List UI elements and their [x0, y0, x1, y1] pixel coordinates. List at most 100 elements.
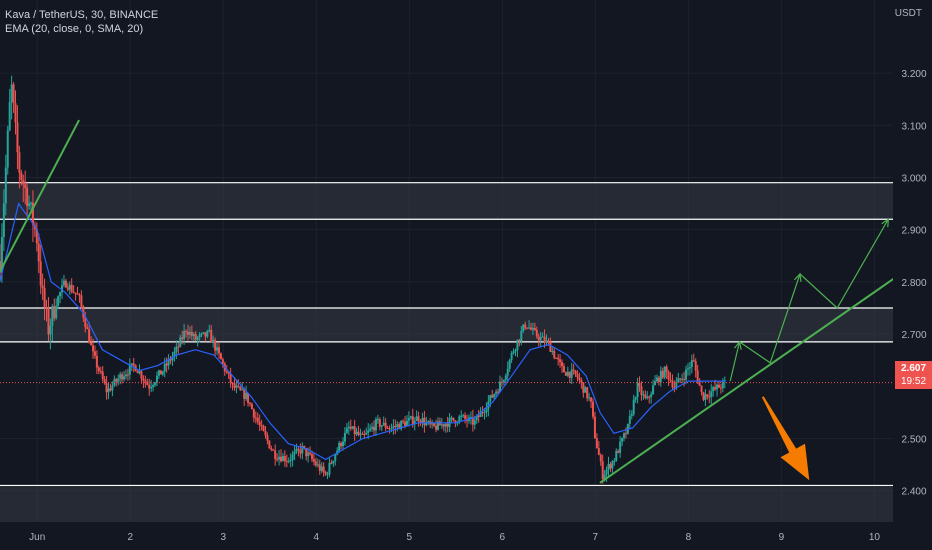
candle-body [698, 381, 701, 386]
candle-body [342, 441, 345, 447]
candle-body [702, 392, 705, 400]
bearish-arrow [761, 396, 810, 481]
candle-body [10, 84, 13, 103]
candle-body [669, 379, 672, 381]
candle-body [260, 425, 263, 427]
candle-body [256, 417, 259, 422]
time-tick-label: 9 [779, 532, 785, 543]
time-tick-label: 8 [686, 532, 692, 543]
candle-body [70, 284, 73, 292]
candle-body [686, 368, 689, 370]
candle-body [229, 373, 232, 383]
candle-body [142, 378, 145, 381]
candle-body [590, 397, 593, 402]
candle-body [584, 387, 587, 393]
candle-body [309, 452, 312, 455]
projection-arrowhead [733, 340, 742, 350]
candle-body [204, 332, 207, 337]
candle-body [677, 378, 680, 383]
candle-body [580, 380, 583, 383]
candle-body [268, 440, 271, 449]
candle-body [328, 462, 331, 475]
candle-body [206, 331, 209, 337]
candle-body [0, 261, 1, 273]
candle-body [716, 384, 719, 390]
candle-body [607, 463, 610, 470]
candle-body [171, 356, 174, 361]
candle-body [601, 461, 604, 480]
candle-body [198, 334, 201, 338]
candle-body [78, 294, 81, 296]
candle-body [47, 308, 50, 335]
symbol-title[interactable]: Kava / TetherUS, 30, BINANCE [5, 9, 159, 21]
candle-body [179, 337, 182, 347]
candle-body [105, 383, 108, 393]
candle-body [675, 382, 678, 388]
candle-body [692, 360, 695, 362]
price-axis[interactable]: 3.200 3.100 3.000 2.900 2.800 2.700 2.500 2.400 [893, 0, 932, 550]
candle-body [136, 370, 139, 374]
candle-body [101, 371, 104, 380]
candle-body [640, 386, 643, 396]
candle-body [22, 180, 25, 185]
candle-body [469, 417, 472, 419]
candle-body [8, 102, 11, 131]
candle-body [97, 367, 100, 372]
candle-body [365, 432, 368, 435]
candle-body [173, 351, 176, 357]
candle-body [216, 347, 219, 351]
candle-body [621, 437, 624, 442]
candle-body [18, 152, 21, 173]
candle-body [181, 337, 184, 340]
candle-body [413, 421, 416, 425]
candle-body [568, 371, 571, 378]
candle-body [446, 423, 449, 427]
candle-body [93, 351, 96, 356]
time-axis[interactable]: Jun 2 3 4 5 6 7 8 9 10 [0, 522, 932, 550]
candle-body [243, 389, 246, 399]
candle-body [654, 381, 657, 386]
candle-body [194, 334, 197, 340]
candle-body [539, 337, 542, 341]
candle-body [533, 327, 536, 330]
candle-body [409, 416, 412, 419]
candle-body [483, 412, 486, 414]
candle-body [132, 363, 135, 366]
candle-body [376, 419, 379, 421]
price-tick-label: 3.100 [901, 121, 926, 132]
candle-body [109, 388, 112, 391]
candle-body [529, 327, 532, 330]
range-zones [0, 182, 893, 528]
candle-body [183, 330, 186, 340]
candle-body [646, 396, 649, 399]
indicator-label[interactable]: EMA (20, close, 0, SMA, 20) [5, 23, 144, 35]
candle-body [479, 411, 482, 417]
candle-body [394, 425, 397, 427]
candle-body [570, 369, 573, 378]
candle-body [632, 399, 635, 415]
price-axis-bg [893, 0, 932, 550]
candle-body [287, 460, 290, 462]
candle-body [163, 363, 166, 372]
time-tick-label: 2 [127, 532, 133, 543]
candle-body [26, 187, 29, 207]
candle-body [578, 377, 581, 381]
candle-body [564, 372, 567, 376]
candle-body [673, 387, 676, 389]
candle-body [609, 463, 612, 469]
candle-body [694, 361, 697, 371]
candle-body [62, 280, 65, 286]
candle-body [535, 329, 538, 337]
price-tick-label: 2.900 [901, 226, 926, 237]
candle-body [177, 346, 180, 348]
candle-body [624, 433, 627, 435]
trendline-0 [0, 119, 80, 272]
candle-body [714, 387, 717, 390]
candle-body [595, 438, 598, 449]
candle-body [630, 414, 633, 416]
candle-body [43, 288, 46, 308]
candle-body [667, 371, 670, 380]
candle-body [411, 416, 414, 425]
candle-body [543, 336, 546, 343]
